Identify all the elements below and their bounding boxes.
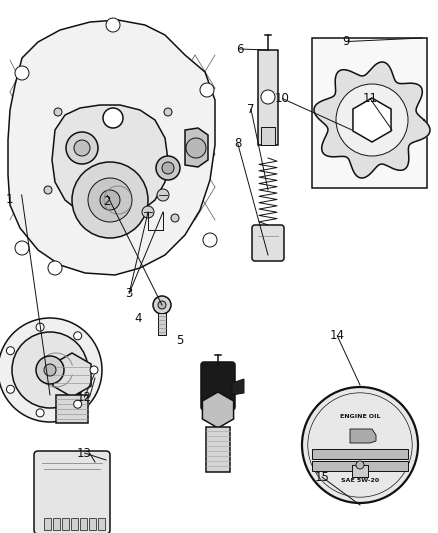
Text: 8: 8 [234, 138, 241, 150]
Polygon shape [185, 128, 208, 167]
Circle shape [336, 84, 408, 156]
Bar [158, 313, 166, 335]
Circle shape [100, 190, 120, 210]
Circle shape [153, 296, 171, 314]
Bar [261, 127, 275, 145]
Bar [80, 518, 87, 530]
Bar [71, 518, 78, 530]
Circle shape [103, 108, 123, 128]
Bar [89, 518, 96, 530]
Bar [62, 518, 69, 530]
Circle shape [261, 90, 275, 104]
Circle shape [74, 400, 82, 408]
Circle shape [48, 261, 62, 275]
Text: 15: 15 [314, 471, 329, 483]
Bar [53, 518, 60, 530]
Text: 5: 5 [176, 334, 183, 346]
Circle shape [200, 83, 214, 97]
Circle shape [74, 332, 82, 340]
Bar [312, 449, 408, 459]
Circle shape [203, 233, 217, 247]
Circle shape [171, 214, 179, 222]
Circle shape [66, 132, 98, 164]
Text: 14: 14 [330, 329, 345, 342]
Circle shape [44, 186, 52, 194]
Circle shape [157, 189, 169, 201]
Text: SAE 5W-20: SAE 5W-20 [341, 478, 379, 482]
Circle shape [54, 108, 62, 116]
Circle shape [7, 346, 14, 355]
Text: 6: 6 [236, 43, 244, 55]
Text: 1: 1 [6, 193, 14, 206]
Polygon shape [353, 98, 391, 142]
Text: 7: 7 [247, 103, 255, 116]
Circle shape [36, 409, 44, 417]
Circle shape [156, 156, 180, 180]
Polygon shape [53, 353, 91, 397]
Polygon shape [314, 62, 430, 178]
Polygon shape [52, 105, 168, 218]
Circle shape [90, 366, 98, 374]
Text: 9: 9 [342, 35, 350, 48]
Circle shape [0, 318, 102, 422]
Polygon shape [350, 429, 376, 443]
Text: 2: 2 [103, 195, 111, 208]
Circle shape [186, 138, 206, 158]
Bar [98, 518, 105, 530]
Bar [258, 50, 278, 145]
Text: 12: 12 [77, 391, 92, 403]
Bar [206, 427, 230, 472]
Circle shape [106, 18, 120, 32]
Text: 13: 13 [77, 447, 92, 459]
Circle shape [44, 364, 56, 376]
Circle shape [74, 140, 90, 156]
Circle shape [7, 385, 14, 393]
Bar [56, 395, 88, 423]
FancyBboxPatch shape [34, 451, 110, 533]
Circle shape [36, 356, 64, 384]
Circle shape [142, 206, 154, 218]
Polygon shape [232, 379, 244, 395]
Circle shape [15, 241, 29, 255]
Bar [44, 518, 51, 530]
Bar [312, 461, 408, 471]
Polygon shape [8, 20, 215, 275]
Text: ENGINE OIL: ENGINE OIL [340, 415, 380, 419]
Circle shape [36, 323, 44, 331]
Text: 11: 11 [363, 92, 378, 105]
Circle shape [164, 108, 172, 116]
Bar [352, 465, 368, 477]
Text: 4: 4 [134, 312, 142, 325]
Circle shape [302, 387, 418, 503]
FancyBboxPatch shape [252, 225, 284, 261]
Circle shape [72, 162, 148, 238]
Circle shape [162, 162, 174, 174]
Circle shape [158, 301, 166, 309]
Text: 10: 10 [275, 92, 290, 105]
Bar [312, 38, 427, 188]
Circle shape [15, 66, 29, 80]
FancyBboxPatch shape [201, 362, 235, 410]
Text: 3: 3 [126, 287, 133, 300]
Circle shape [356, 461, 364, 469]
Polygon shape [202, 392, 233, 428]
Circle shape [88, 178, 132, 222]
Circle shape [12, 332, 88, 408]
